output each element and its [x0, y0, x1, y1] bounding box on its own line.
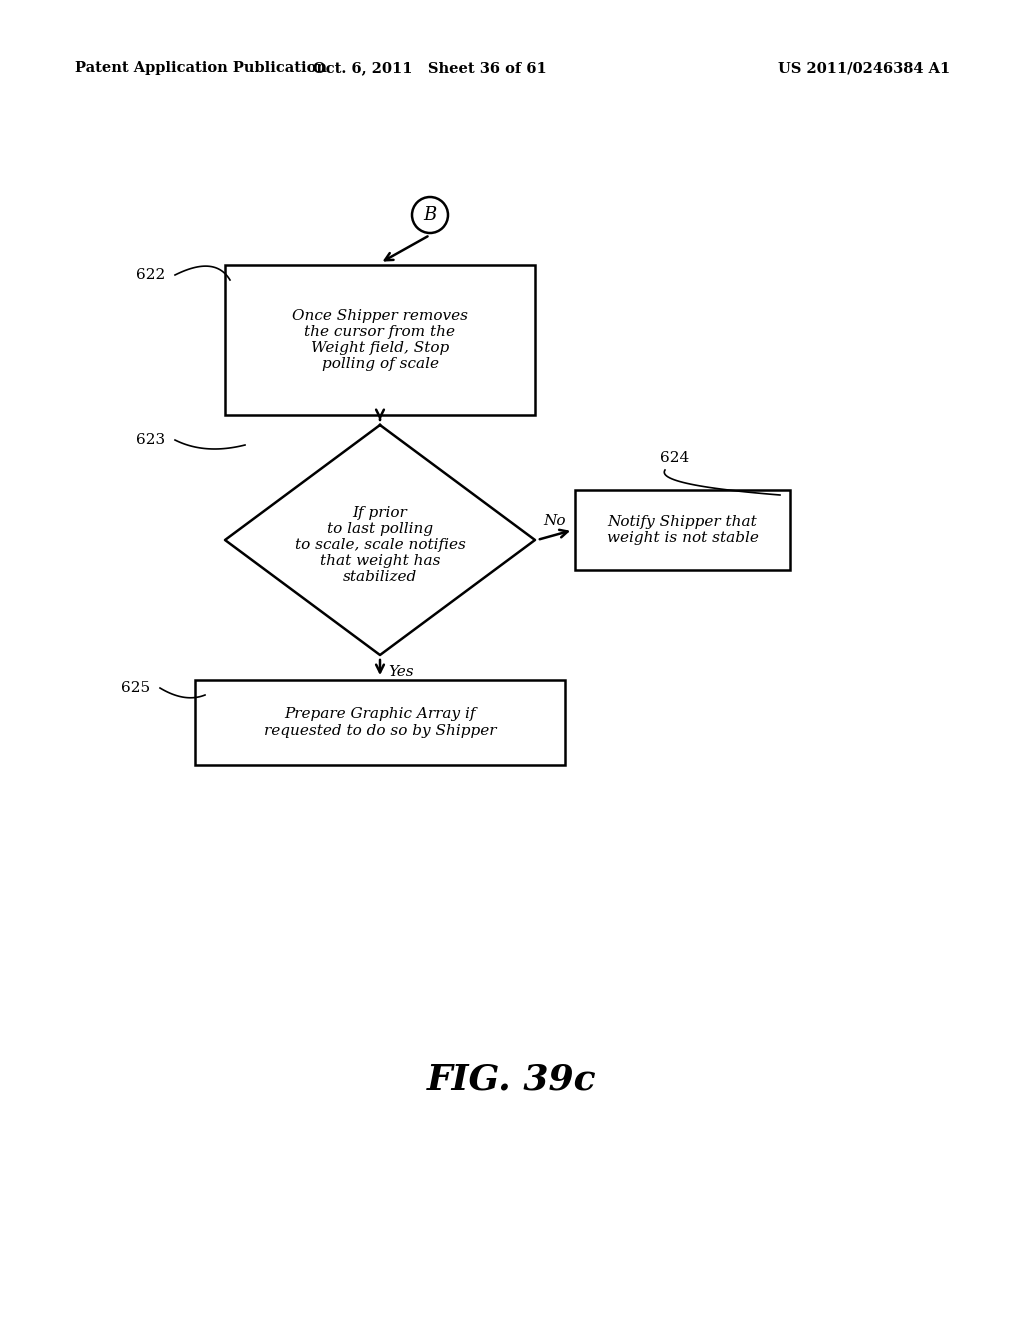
Text: 622: 622	[136, 268, 165, 282]
Text: No: No	[543, 513, 565, 528]
Text: 624: 624	[660, 451, 689, 465]
Text: Notify Shipper that
weight is not stable: Notify Shipper that weight is not stable	[606, 515, 759, 545]
Text: Once Shipper removes
the cursor from the
Weight field, Stop
polling of scale: Once Shipper removes the cursor from the…	[292, 309, 468, 371]
Text: FIG. 39c: FIG. 39c	[427, 1063, 597, 1097]
Text: US 2011/0246384 A1: US 2011/0246384 A1	[778, 61, 950, 75]
Text: If prior
to last polling
to scale, scale notifies
that weight has
stabilized: If prior to last polling to scale, scale…	[295, 506, 466, 585]
Text: 625: 625	[121, 681, 150, 696]
Bar	[225, 265, 535, 414]
Text: 623: 623	[136, 433, 165, 447]
Text: B: B	[423, 206, 436, 224]
Bar	[575, 490, 790, 570]
Bar	[195, 680, 565, 766]
Text: Yes: Yes	[388, 665, 414, 678]
Text: Prepare Graphic Array if
requested to do so by Shipper: Prepare Graphic Array if requested to do…	[264, 708, 497, 738]
Text: Oct. 6, 2011   Sheet 36 of 61: Oct. 6, 2011 Sheet 36 of 61	[313, 61, 547, 75]
Text: Patent Application Publication: Patent Application Publication	[75, 61, 327, 75]
Polygon shape	[225, 425, 535, 655]
